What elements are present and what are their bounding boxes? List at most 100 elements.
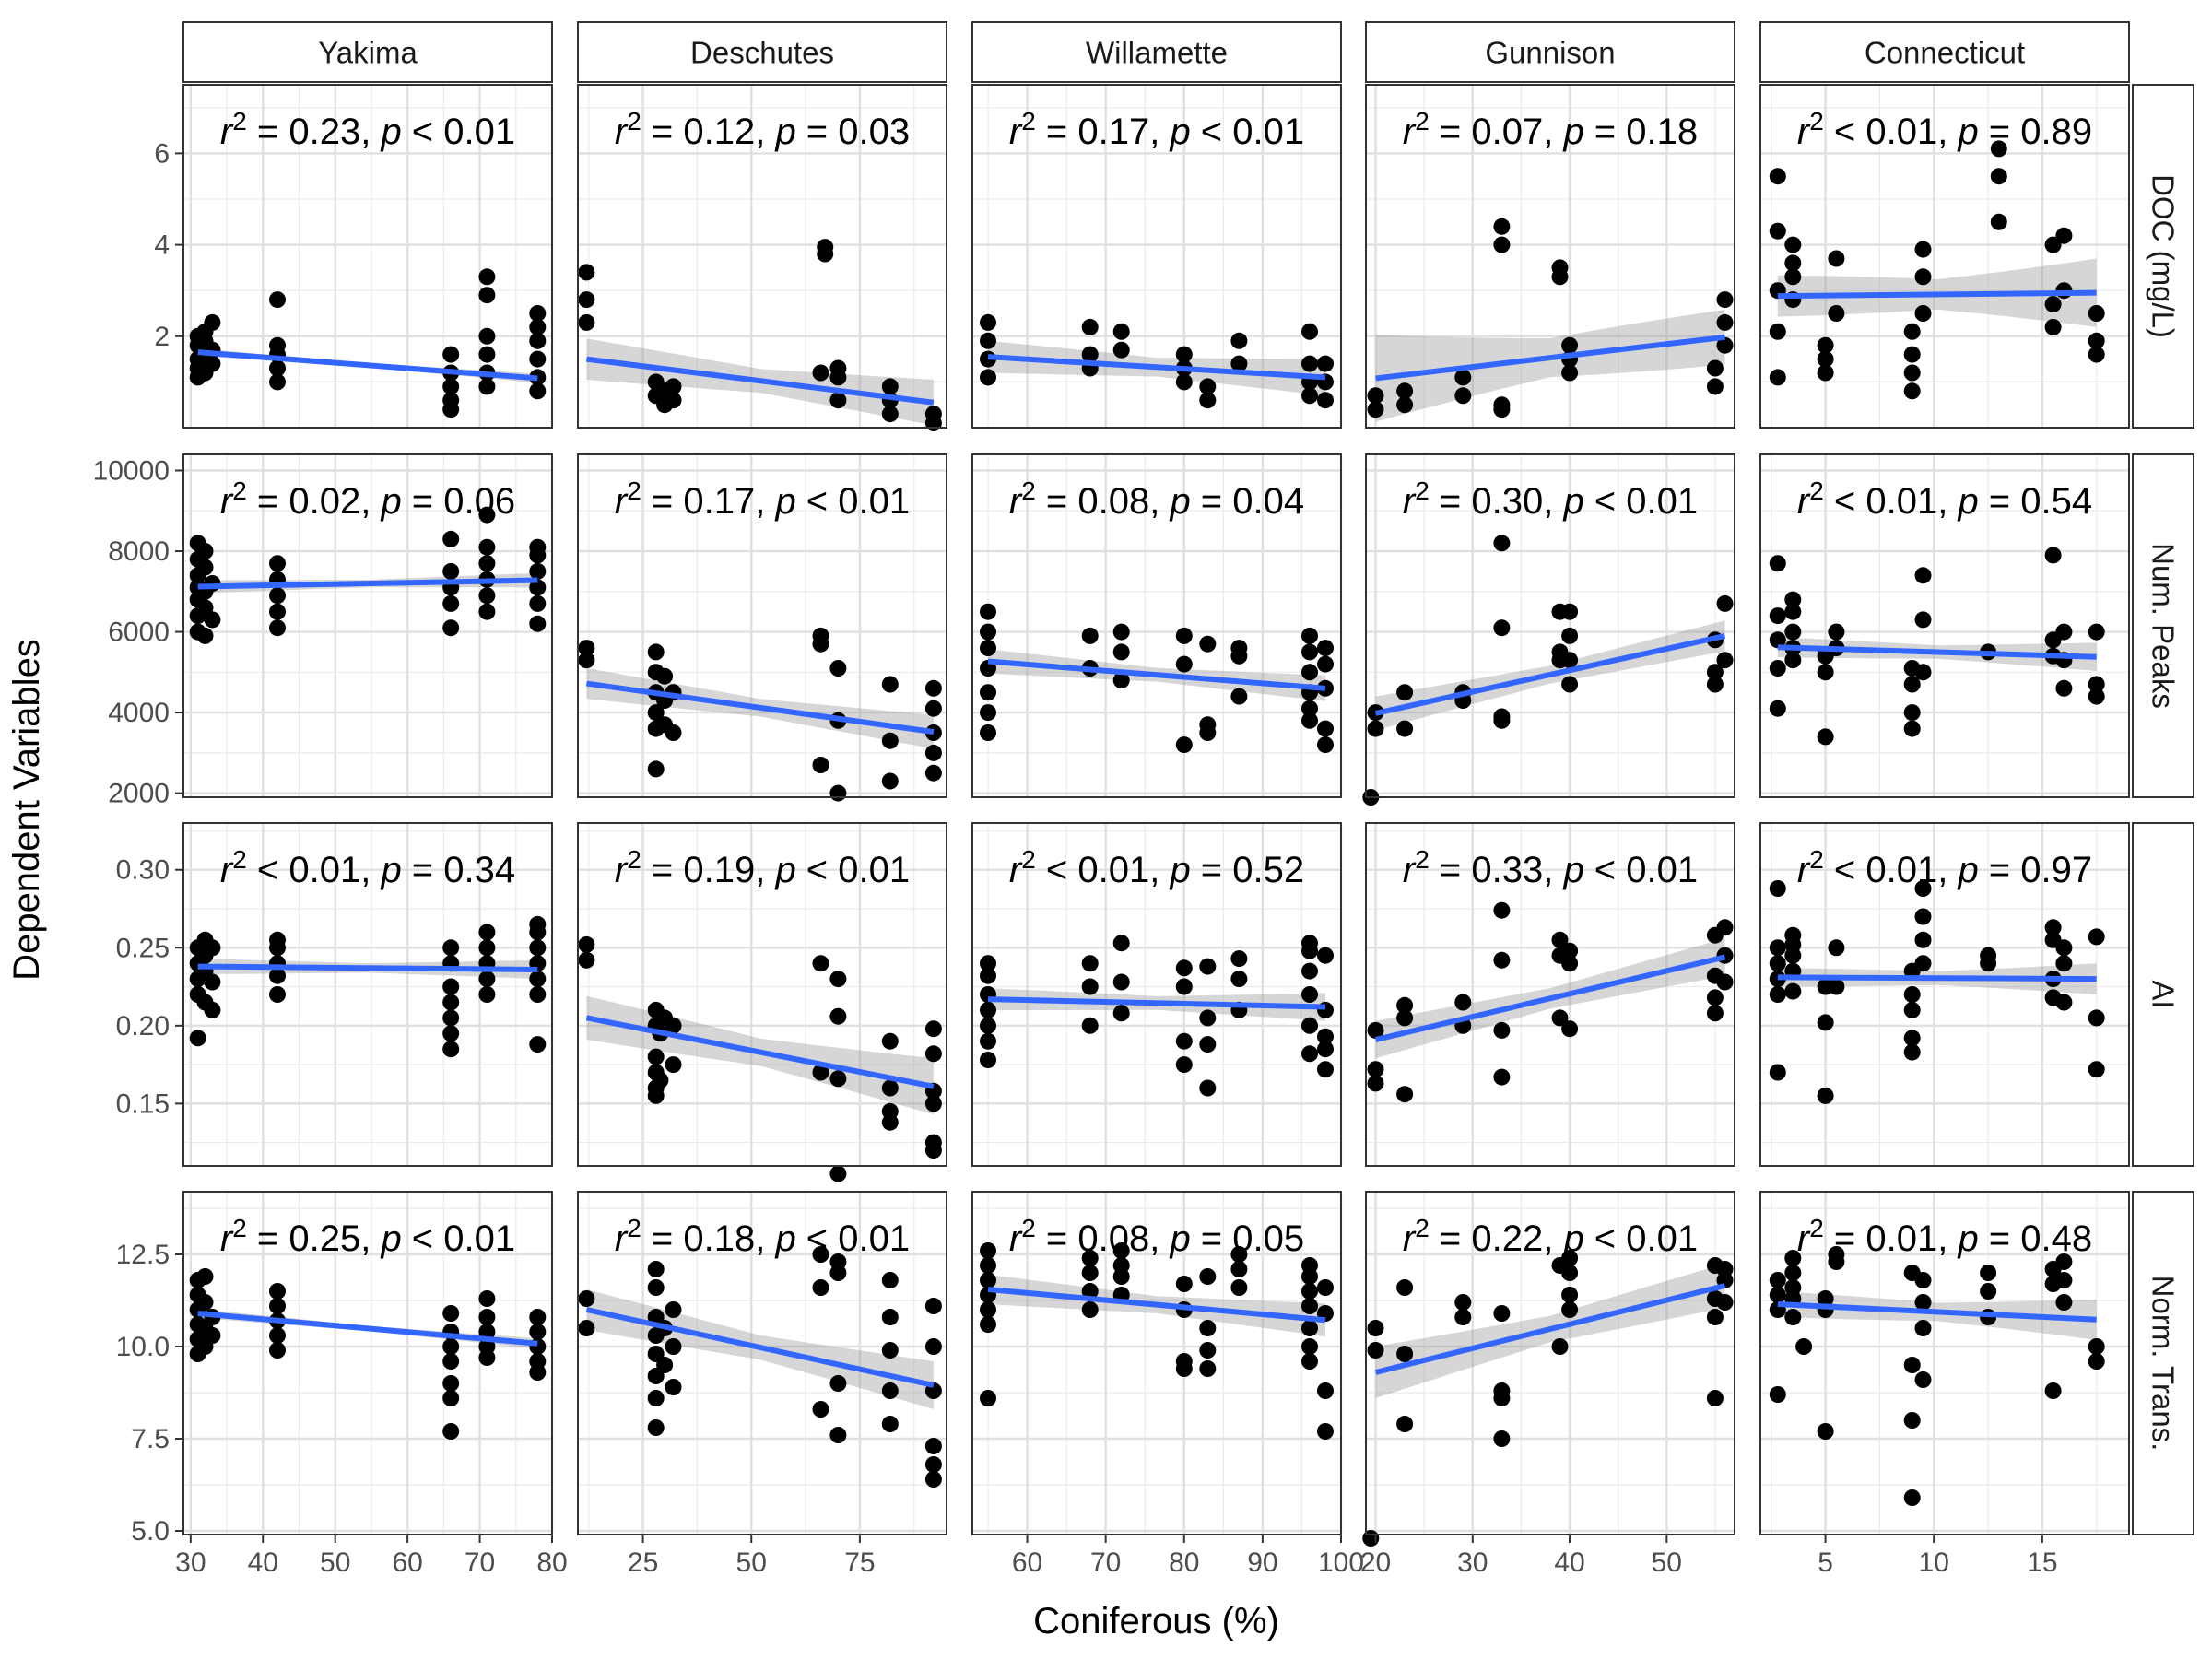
data-point xyxy=(1716,652,1734,669)
data-point xyxy=(442,1423,460,1440)
data-point xyxy=(204,939,221,957)
data-point xyxy=(269,1298,286,1314)
regression-line xyxy=(197,349,538,382)
data-point xyxy=(269,587,286,605)
data-point xyxy=(1175,655,1193,673)
data-point xyxy=(665,1017,682,1034)
data-point xyxy=(442,994,460,1011)
data-point xyxy=(830,359,847,377)
data-point xyxy=(652,1072,669,1088)
regression-line xyxy=(987,996,1326,1010)
data-point xyxy=(881,1079,899,1097)
data-point xyxy=(529,915,547,933)
data-point xyxy=(1396,1279,1414,1296)
panel-background xyxy=(1366,823,1735,1166)
x-tick-label: 40 xyxy=(1554,1547,1584,1578)
panel-borders xyxy=(175,21,2194,1543)
data-point xyxy=(1112,935,1130,952)
data-point xyxy=(980,369,996,386)
data-point xyxy=(1561,336,1579,354)
data-point xyxy=(1914,241,1932,258)
data-point xyxy=(1903,1489,1921,1506)
data-point xyxy=(1784,1250,1802,1266)
data-point xyxy=(647,704,665,722)
data-point xyxy=(1817,1087,1834,1104)
data-point xyxy=(980,1257,996,1274)
stats-annotation: r2 = 0.17, p < 0.01 xyxy=(615,477,910,522)
data-point xyxy=(1301,323,1318,340)
data-point xyxy=(269,1283,286,1300)
x-tick-label: 70 xyxy=(1090,1547,1121,1578)
data-point xyxy=(1081,978,1099,995)
regression-line xyxy=(1777,289,2097,300)
data-point xyxy=(1828,305,1845,322)
data-point xyxy=(1301,1045,1318,1063)
panel-border xyxy=(971,84,1342,429)
data-point xyxy=(1175,1353,1193,1370)
data-point xyxy=(1769,1386,1786,1403)
data-point xyxy=(478,1324,496,1340)
data-point xyxy=(269,967,286,984)
data-point xyxy=(2055,679,2073,697)
data-point xyxy=(1914,305,1932,322)
data-point xyxy=(1367,1320,1384,1336)
data-point xyxy=(1081,1250,1099,1266)
panel-border xyxy=(577,84,947,429)
data-point xyxy=(1817,728,1834,746)
data-point xyxy=(924,1095,942,1112)
data-point xyxy=(1199,958,1217,975)
data-point xyxy=(204,1001,221,1018)
data-point xyxy=(2088,1353,2105,1370)
data-point xyxy=(812,364,830,382)
data-point xyxy=(881,1272,899,1288)
data-point xyxy=(812,1064,830,1081)
facet-strip-row xyxy=(2132,1191,2194,1535)
data-point xyxy=(2088,623,2105,641)
data-point xyxy=(1551,931,1569,948)
data-point xyxy=(1769,323,1786,340)
data-point xyxy=(1817,1290,1834,1307)
data-point xyxy=(881,1309,899,1325)
data-point xyxy=(269,1327,286,1344)
data-point xyxy=(830,1375,847,1392)
data-point xyxy=(529,305,547,322)
facet-strip-label: Deschutes xyxy=(690,36,834,70)
data-point xyxy=(1561,364,1579,382)
data-point xyxy=(478,971,496,988)
regression-line xyxy=(1374,954,1726,1042)
data-point xyxy=(478,287,496,304)
data-point xyxy=(1230,332,1248,349)
facet-strip-label: Gunnison xyxy=(1485,36,1615,70)
data-point xyxy=(1493,1305,1511,1322)
y-tick-label: 12.5 xyxy=(116,1240,170,1270)
data-point xyxy=(1112,341,1130,359)
data-point xyxy=(2055,1294,2073,1311)
stats-annotation: r2 = 0.22, p < 0.01 xyxy=(1403,1214,1698,1259)
labels: Yakima Deschutes Willamette Gunnison Connect… xyxy=(93,36,2181,1579)
data-point xyxy=(1317,1061,1334,1078)
data-point xyxy=(1706,1390,1724,1406)
data-point xyxy=(1367,1342,1384,1359)
data-point xyxy=(1706,1309,1724,1325)
y-tick-label: 6000 xyxy=(108,618,170,648)
data-point xyxy=(578,313,595,331)
data-point xyxy=(529,1353,547,1370)
data-point xyxy=(1828,623,1845,641)
facet-strip-label: Num. Peaks xyxy=(2147,543,2181,709)
data-point xyxy=(980,1052,996,1068)
panel-background xyxy=(1760,1192,2129,1535)
data-point xyxy=(1769,660,1786,677)
x-tick-label: 60 xyxy=(1012,1547,1042,1578)
data-point xyxy=(924,700,942,717)
stats-annotation: r2 = 0.07, p = 0.18 xyxy=(1403,107,1698,152)
stats-annotation: r2 < 0.01, p = 0.54 xyxy=(1797,477,2092,522)
data-point xyxy=(1914,1371,1932,1388)
data-point xyxy=(1784,603,1802,620)
stats-annotation: r2 = 0.19, p < 0.01 xyxy=(615,845,910,890)
data-point xyxy=(196,599,214,617)
data-point xyxy=(1199,1036,1217,1053)
data-point xyxy=(1175,346,1193,363)
data-point xyxy=(980,724,996,741)
data-point xyxy=(1112,672,1130,689)
data-point xyxy=(478,1338,496,1355)
